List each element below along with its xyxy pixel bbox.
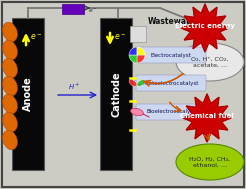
Text: $H^+$: $H^+$ [68,82,80,92]
Ellipse shape [176,43,244,81]
Ellipse shape [3,40,17,60]
FancyBboxPatch shape [130,26,146,42]
Text: Cathode: Cathode [111,71,121,117]
Ellipse shape [131,108,143,116]
Text: Chemical fuel: Chemical fuel [180,113,234,119]
Text: Electric energy: Electric energy [175,23,235,29]
Ellipse shape [3,58,17,78]
Ellipse shape [3,130,17,150]
Text: Photoelectrocatalyst: Photoelectrocatalyst [143,81,199,85]
Text: Anode: Anode [23,77,33,111]
Ellipse shape [3,94,17,114]
Text: Electrocatalyst: Electrocatalyst [151,53,191,57]
Polygon shape [181,4,229,52]
Text: Wastewater: Wastewater [148,18,200,26]
Text: H₂O, H₂, CH₄,
ethanol, …: H₂O, H₂, CH₄, ethanol, … [189,157,231,167]
FancyBboxPatch shape [136,104,206,120]
Text: $e^-$: $e^-$ [88,7,98,15]
Wedge shape [137,55,145,63]
Ellipse shape [3,76,17,96]
Wedge shape [129,55,137,63]
FancyBboxPatch shape [136,75,206,91]
Text: $e^-$: $e^-$ [114,32,126,42]
FancyBboxPatch shape [136,47,206,63]
FancyBboxPatch shape [2,2,244,187]
Wedge shape [129,47,137,55]
FancyBboxPatch shape [12,18,44,170]
Ellipse shape [176,144,244,180]
Text: Bioelectrocatalyst: Bioelectrocatalyst [146,109,196,115]
FancyBboxPatch shape [100,18,132,170]
Text: O₂, H⁺, CO₂,
acetate, …: O₂, H⁺, CO₂, acetate, … [191,57,229,67]
Ellipse shape [129,80,137,86]
Ellipse shape [137,80,145,86]
Polygon shape [183,94,231,142]
Ellipse shape [3,22,17,42]
Text: $e^-$: $e^-$ [30,32,42,42]
FancyBboxPatch shape [62,4,84,14]
Ellipse shape [3,112,17,132]
Wedge shape [137,47,145,55]
